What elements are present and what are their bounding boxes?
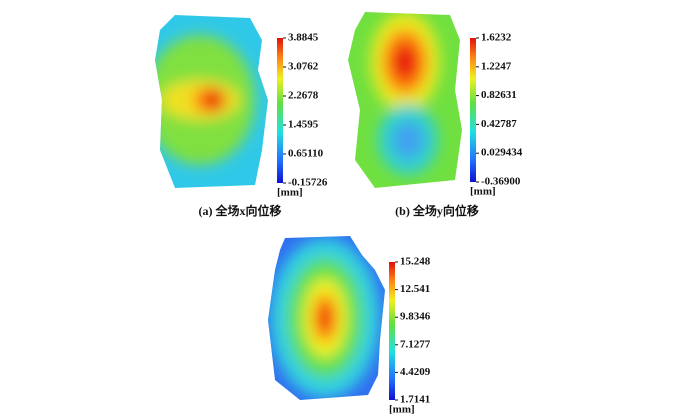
colorbar-tick-label: 3.8845 [288,32,319,44]
colorbar-tick-label: 0.42787 [481,118,517,130]
colorbar-tick-label: 1.4595 [288,119,319,131]
colorbar [470,38,476,182]
colorbar-tick-label: -0.36900 [481,176,521,188]
colorbar-tick-label: 3.0762 [288,61,319,73]
colorbar-tick-label: 0.65110 [288,148,324,160]
colorbar-tick-label: 0.029434 [481,147,523,159]
colorbar-tick-label: 4.4209 [400,366,431,378]
colorbar-tick-label: -0.15726 [288,177,328,189]
colorbar-tick-label: 7.1277 [400,338,431,350]
caption: (a) 全场x向位移 [199,203,282,218]
colorbar-tick-label: 9.8346 [400,311,431,323]
colorbar-tick-label: 1.7141 [400,394,430,406]
colorbar-tick-label: 2.2678 [288,90,319,102]
colorbar-tick-label: 12.541 [400,283,430,295]
colorbar-tick-label: 0.82631 [481,89,517,101]
colorbar [277,38,283,183]
caption: (b) 全场y向位移 [395,203,479,218]
colorbar-tick-label: 1.6232 [481,32,512,44]
unit-label: [mm] [470,186,496,198]
unit-label: [mm] [277,187,303,199]
field-c [268,236,385,400]
colorbar [389,262,395,400]
field-b [348,12,462,188]
unit-label: [mm] [389,404,415,416]
field-a [155,15,268,188]
colorbar-tick-label: 15.248 [400,256,431,268]
colorbar-tick-label: 1.2247 [481,60,512,72]
